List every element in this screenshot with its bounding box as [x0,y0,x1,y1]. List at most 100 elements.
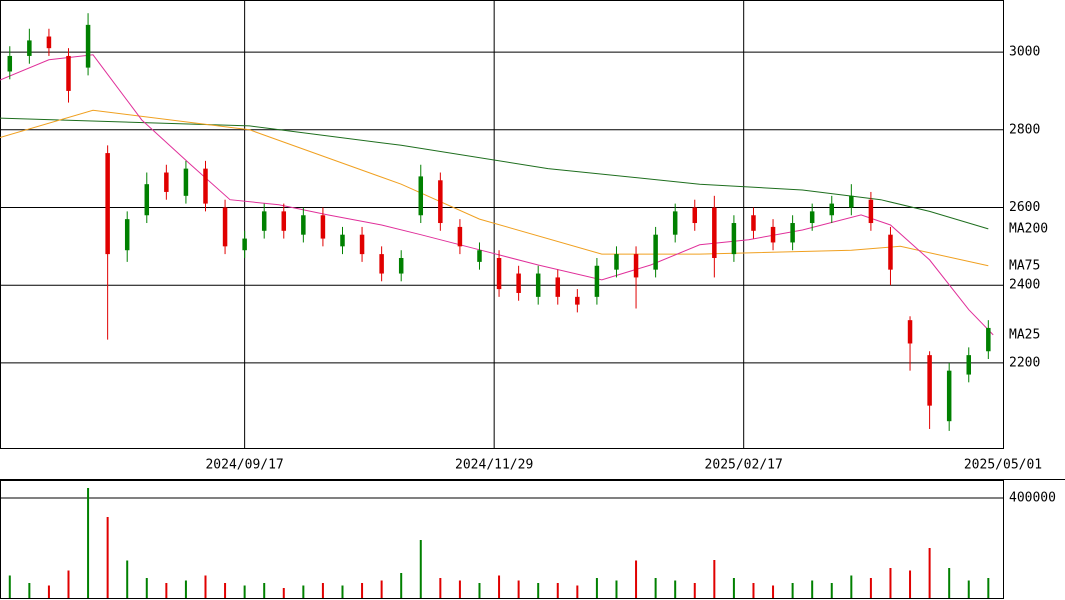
volume-bar [47,585,50,598]
volume-bar [126,560,129,598]
candle-body [418,176,424,216]
candle-body [731,223,737,255]
volume-bar [282,588,285,598]
candle-body [575,296,580,305]
candle-body [7,55,13,72]
volume-bar [204,575,207,598]
candle-body [124,219,130,251]
moving-average-line [0,109,989,267]
candle-body [457,226,463,247]
candle-body [927,355,932,406]
volume-bar [517,580,520,598]
volume-bar [67,570,70,598]
candle-body [966,355,972,375]
candle-body [85,24,91,68]
candle-body [340,234,345,247]
y-tick-label: 2200 [1009,355,1040,370]
candle-body [555,277,561,297]
y-tick-label: 2600 [1009,200,1040,215]
candle-body [438,180,443,224]
legend-label: MA75 [1009,258,1040,273]
candle-body [868,199,874,224]
volume-bar [165,583,168,598]
candle-body [809,211,815,224]
volume-bar [889,568,892,598]
candle-body [203,168,208,204]
volume-bar [772,585,775,598]
volume-frame [0,480,1004,599]
volume-bar [732,578,735,598]
volume-bar [321,583,324,598]
moving-average-line [0,54,994,336]
candle-body [105,153,110,255]
candle-body [614,254,619,270]
candle-body [751,215,756,231]
candle-body [712,207,717,258]
volume-bar [400,573,403,598]
candle-body [849,195,854,208]
volume-bar [752,583,755,598]
volume-bar [713,560,716,598]
candle-body [301,215,306,235]
candle-body [477,250,482,262]
candle-body [672,211,678,235]
moving-average-line [0,117,989,230]
candle-body [222,207,228,247]
price-frame [0,0,1004,449]
volume-bar [439,578,442,598]
volume-bar [145,578,148,598]
volume-bar [693,583,696,598]
candle-body [692,207,698,224]
volume-bar [184,580,187,598]
volume-bar [263,583,266,598]
volume-bar [987,578,990,598]
candle-body [27,40,32,56]
candle-body [242,238,247,251]
volume-bar [556,583,559,598]
y-tick-label: 2800 [1009,122,1040,137]
legend-label: MA200 [1009,221,1048,236]
volume-bar [341,585,344,598]
x-tick-label: 2024/09/17 [205,458,283,473]
candle-body [535,273,541,297]
candle-body [144,184,150,216]
candle-body [379,254,384,274]
y-tick-label: 2400 [1009,278,1040,293]
candle-body [888,234,893,270]
volume-bar [654,578,657,598]
volume-bar [830,583,833,598]
candle-body [46,36,52,49]
volume-bar [869,578,872,598]
candle-body [986,327,991,352]
candle-body [594,265,600,297]
volume-bar [498,575,501,598]
y-tick-label: 400000 [1009,491,1056,506]
volume-bar [967,580,970,598]
volume-bar [674,580,677,598]
volume-bar [948,568,951,598]
candle-body [496,257,502,290]
volume-bar [909,570,912,598]
volume-bar [419,540,422,598]
volume-bar [302,585,305,598]
volume-bar [928,548,931,598]
candle-body [633,254,639,278]
volume-bar [811,580,814,598]
candle-body [829,203,835,216]
y-tick-label: 3000 [1009,45,1040,60]
volume-bar [106,517,109,598]
x-tick-label: 2025/05/01 [964,458,1042,473]
volume-bar [380,580,383,598]
candle-body [907,320,913,344]
volume-bar [615,580,618,598]
volume-bar [8,575,11,598]
volume-bar [791,583,794,598]
volume-bar [595,578,598,598]
volume-bar [87,488,90,598]
candle-body [516,273,521,293]
volume-bar [361,583,364,598]
candle-body [320,215,326,239]
volume-bar [28,583,31,598]
